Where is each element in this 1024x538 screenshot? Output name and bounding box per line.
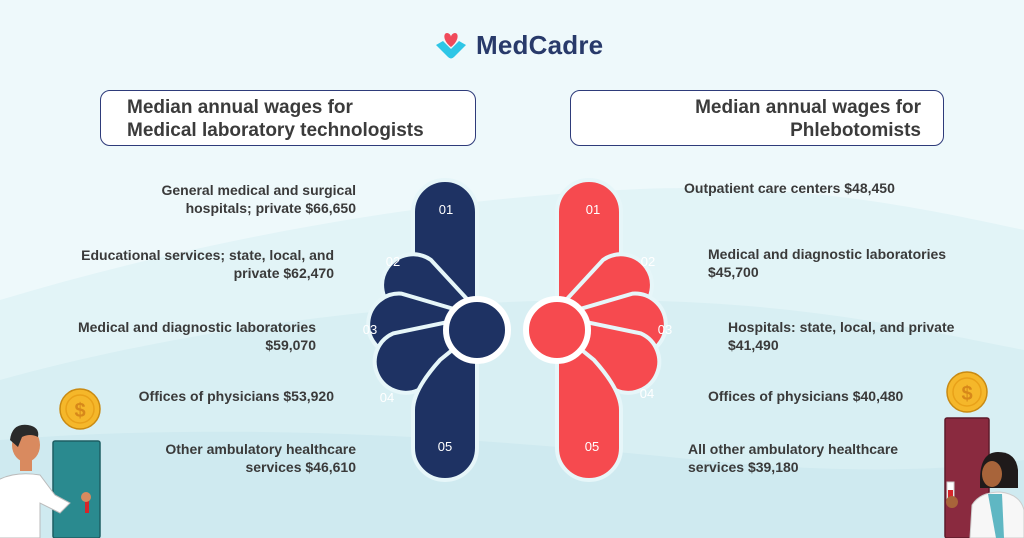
left-title-line1: Median annual wages for [127, 97, 353, 118]
right-item-02-line2: $45,700 [708, 264, 759, 280]
female-phlebotomist-with-coin-bar-icon: $ [944, 371, 1024, 538]
right-item-03-line2: $41,490 [728, 337, 779, 353]
left-item-05: Other ambulatory healthcare services $46… [130, 440, 356, 476]
left-flower-center [443, 296, 511, 364]
left-item-03-line1: Medical and diagnostic laboratories [77, 319, 316, 335]
right-item-04-line1: Offices of physicians $40,480 [708, 388, 904, 404]
svg-text:$: $ [961, 383, 972, 405]
right-item-05-line2: services $39,180 [688, 459, 799, 475]
left-num-02: 02 [386, 254, 400, 269]
left-item-04: Offices of physicians $53,920 [100, 387, 334, 405]
right-item-02: Medical and diagnostic laboratories $45,… [708, 245, 998, 281]
right-num-04: 04 [640, 386, 654, 401]
right-item-01: Outpatient care centers $48,450 [684, 179, 984, 197]
right-title-line2: Phlebotomists [790, 120, 921, 141]
right-item-02-line1: Medical and diagnostic laboratories [708, 246, 947, 262]
right-item-01-line1: Outpatient care centers $48,450 [684, 180, 895, 196]
left-item-02-line1: Educational services; state, local, and [81, 247, 334, 263]
left-item-03: Medical and diagnostic laboratories $59,… [40, 318, 316, 354]
left-item-05-line2: services $46,610 [245, 459, 356, 475]
left-item-05-line1: Other ambulatory healthcare [165, 441, 356, 457]
brand-name: MedCadre [476, 30, 604, 60]
right-item-05: All other ambulatory healthcare services… [688, 440, 938, 476]
left-item-02-line2: private $62,470 [233, 265, 334, 281]
right-num-05: 05 [585, 439, 599, 454]
left-flower [362, 178, 511, 482]
right-item-05-line1: All other ambulatory healthcare [688, 441, 899, 457]
left-item-01-line2: hospitals; private $66,650 [185, 200, 356, 216]
left-petal-05 [411, 325, 479, 482]
right-title-box: Median annual wages for Phlebotomists [570, 90, 944, 146]
left-item-03-line2: $59,070 [265, 337, 316, 353]
left-title-line2: Medical laboratory technologists [127, 120, 424, 141]
left-num-01: 01 [439, 202, 453, 217]
right-item-03: Hospitals: state, local, and private $41… [728, 318, 1008, 354]
right-num-03: 03 [658, 322, 672, 337]
left-num-03: 03 [363, 322, 377, 337]
left-num-04: 04 [380, 390, 394, 405]
right-item-04: Offices of physicians $40,480 [708, 387, 948, 405]
left-num-05: 05 [438, 439, 452, 454]
right-title-line1: Median annual wages for [695, 97, 921, 118]
left-item-01-line1: General medical and surgical [161, 182, 356, 198]
left-item-04-line1: Offices of physicians $53,920 [138, 388, 334, 404]
left-item-01: General medical and surgical hospitals; … [110, 181, 356, 217]
male-technician-with-coin-bar-icon: $ [0, 388, 101, 538]
right-flower [523, 178, 672, 482]
left-item-02: Educational services; state, local, and … [40, 246, 334, 282]
brand-logo: MedCadre [434, 30, 603, 61]
left-title-box: Median annual wages for Medical laborato… [100, 90, 476, 146]
svg-text:$: $ [74, 400, 85, 422]
right-item-03-line1: Hospitals: state, local, and private [728, 319, 955, 335]
right-petal-05 [555, 325, 623, 482]
right-num-02: 02 [641, 254, 655, 269]
right-num-01: 01 [586, 202, 600, 217]
right-flower-center [523, 296, 591, 364]
heart-hands-icon [436, 32, 466, 58]
